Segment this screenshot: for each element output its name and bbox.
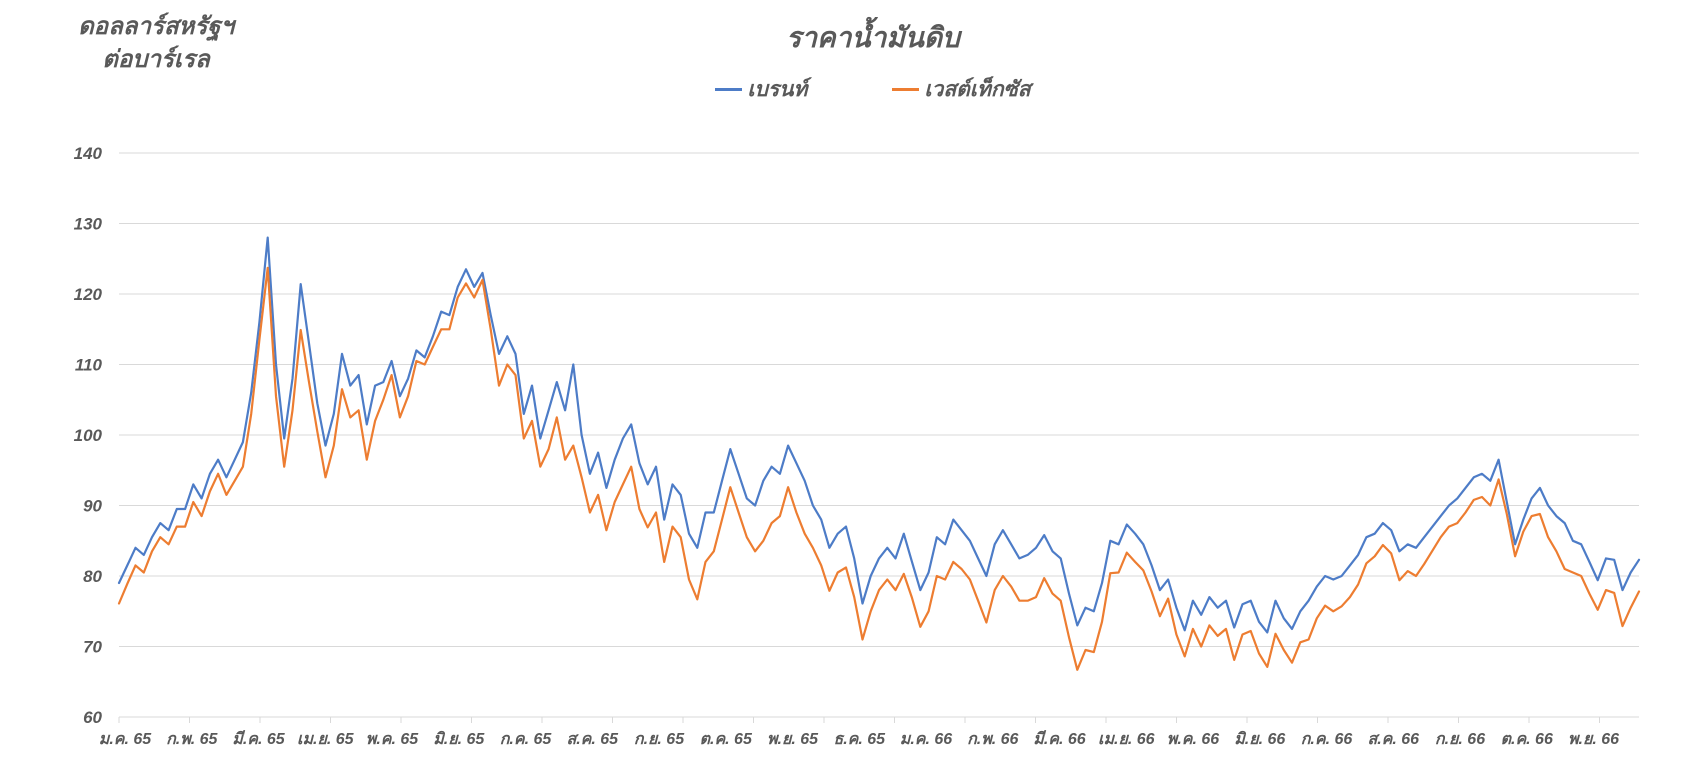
y-tick-label-60: 60 <box>83 708 102 727</box>
x-tick-label-18: ก.ค. 66 <box>1301 731 1353 748</box>
x-tick-label-10: พ.ย. 65 <box>767 731 819 748</box>
x-tick-label-1: ก.พ. 65 <box>166 731 218 748</box>
y-axis-title-line2: ต่อบาร์เรล <box>102 46 210 73</box>
x-tick-label-20: ก.ย. 66 <box>1435 731 1485 748</box>
series-line-wti <box>117 266 1641 671</box>
legend-label-wti: เวสต์เท็กซัส <box>924 77 1031 101</box>
y-tick-label-80: 80 <box>83 567 102 586</box>
legend-item-wti: เวสต์เท็กซัส <box>892 73 1031 106</box>
x-tick-label-19: ส.ค. 66 <box>1367 731 1419 748</box>
x-tick-label-5: มิ.ย. 65 <box>433 730 485 748</box>
y-axis-title: ดอลลาร์สหรัฐฯ ต่อบาร์เรล <box>45 10 267 76</box>
x-tick-label-15: เม.ย. 66 <box>1098 731 1155 748</box>
x-tick-label-6: ก.ค. 65 <box>500 731 553 748</box>
x-tick-label-0: ม.ค. 65 <box>99 731 152 748</box>
x-tick-label-4: พ.ค. 65 <box>366 731 419 748</box>
x-tick-label-21: ต.ค. 66 <box>1501 731 1553 748</box>
legend-swatch-wti <box>892 87 920 91</box>
y-tick-label-110: 110 <box>75 356 103 375</box>
legend-swatch-brent <box>715 87 743 91</box>
x-tick-label-2: มี.ค. 65 <box>232 730 285 748</box>
y-tick-label-130: 130 <box>74 215 103 234</box>
y-tick-label-140: 140 <box>74 144 103 163</box>
y-tick-label-100: 100 <box>74 426 103 445</box>
legend-label-brent: เบรนท์ <box>747 77 808 101</box>
y-tick-label-70: 70 <box>83 638 102 657</box>
chart-title: ราคาน้ำมันดิบ <box>786 22 960 53</box>
y-axis-title-line1: ดอลลาร์สหรัฐฯ <box>78 13 234 40</box>
x-tick-label-12: ม.ค. 66 <box>900 731 952 748</box>
legend: เบรนท์ เวสต์เท็กซัส <box>473 74 1273 104</box>
x-tick-label-17: มิ.ย. 66 <box>1234 730 1285 748</box>
y-tick-label-120: 120 <box>74 285 103 304</box>
x-tick-label-14: มี.ค. 66 <box>1033 730 1085 748</box>
x-tick-label-13: ก.พ. 66 <box>967 731 1018 748</box>
x-tick-label-22: พ.ย. 66 <box>1568 731 1619 748</box>
x-tick-label-11: ธ.ค. 65 <box>833 731 886 748</box>
series-line-brent <box>117 236 1641 634</box>
y-tick-label-90: 90 <box>83 497 102 516</box>
x-tick-label-8: ก.ย. 65 <box>634 731 685 748</box>
x-tick-label-3: เม.ย. 65 <box>297 731 355 748</box>
legend-item-brent: เบรนท์ <box>715 73 807 106</box>
x-tick-label-9: ต.ค. 65 <box>700 731 753 748</box>
x-tick-label-16: พ.ค. 66 <box>1167 731 1219 748</box>
x-tick-label-7: ส.ค. 65 <box>566 731 619 748</box>
